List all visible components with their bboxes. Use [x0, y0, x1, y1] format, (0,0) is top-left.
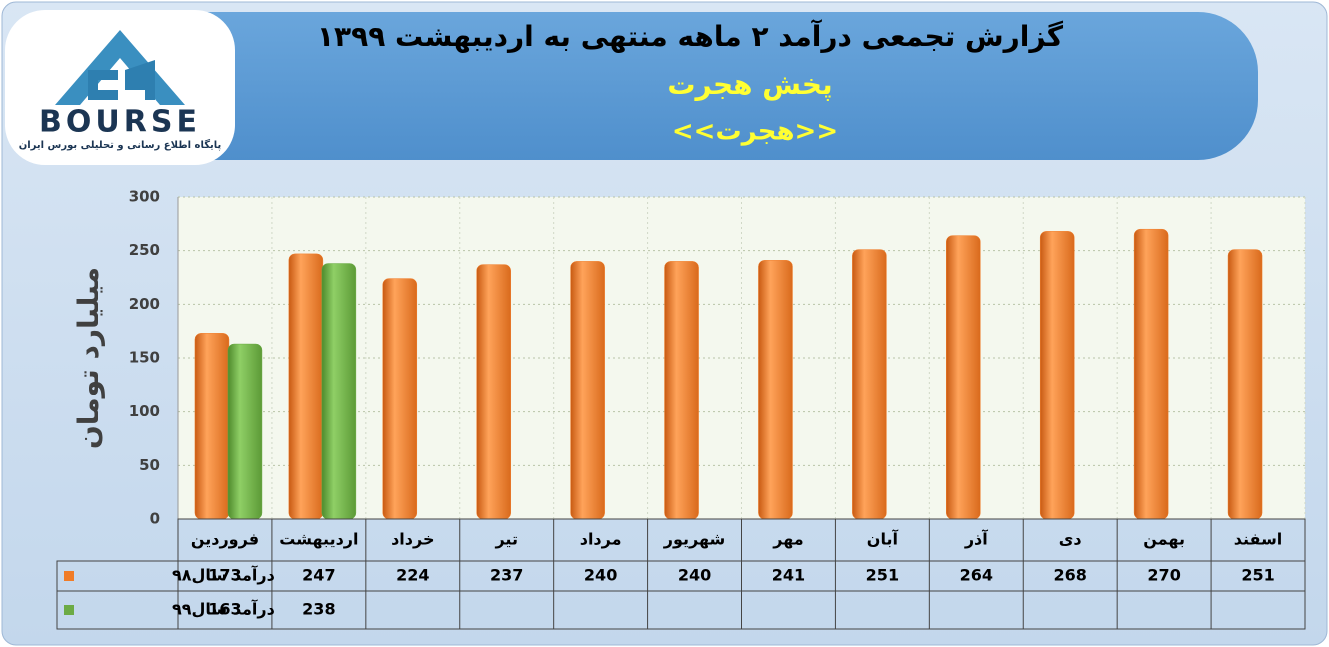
- x-tick-label: شهریور: [663, 530, 726, 549]
- chart-title: گزارش تجمعی درآمد ۲ ماهه منتهی به اردیبه…: [317, 19, 1064, 53]
- legend-key: [64, 605, 74, 615]
- bar: [227, 343, 263, 520]
- y-tick-label: 200: [129, 295, 160, 313]
- header-banner: [130, 12, 1258, 160]
- x-tick-label: بهمن: [1143, 530, 1185, 549]
- table-value: 238: [302, 600, 335, 619]
- bar: [946, 235, 981, 520]
- logo-box: [5, 10, 235, 165]
- logo-name: BOURSE: [39, 105, 201, 140]
- y-tick-label: 50: [139, 456, 160, 474]
- ticker: <<هجرت>>: [672, 117, 838, 147]
- bar: [476, 264, 511, 520]
- y-axis-label: میلیارد تومان: [72, 267, 105, 449]
- bar: [852, 249, 887, 520]
- y-tick-label: 100: [129, 402, 160, 420]
- x-tick-label: اسفند: [1234, 530, 1283, 549]
- bar: [1039, 231, 1075, 520]
- x-tick-label: آبان: [867, 529, 899, 549]
- x-tick-label: دی: [1059, 530, 1082, 549]
- y-tick-label: 300: [129, 188, 160, 206]
- bar: [382, 278, 418, 520]
- bar: [664, 261, 699, 520]
- legend-key: [64, 571, 74, 581]
- logo: BOURSE پایگاه اطلاع رسانی و تحلیلی بورس …: [19, 30, 222, 151]
- y-tick-label: 150: [129, 349, 160, 367]
- x-tick-label: فروردین: [191, 530, 259, 549]
- logo-shape: [88, 60, 155, 100]
- legend-label: درآمد سال۹۹: [172, 599, 275, 619]
- y-tick-label: 250: [129, 241, 160, 259]
- bar: [570, 261, 605, 520]
- table-value: 240: [584, 566, 617, 585]
- x-tick-label: مهر: [772, 530, 803, 549]
- table-value: 173: [208, 566, 241, 585]
- table-value: 268: [1054, 566, 1087, 585]
- table-value: 251: [1241, 566, 1274, 585]
- x-tick-label: آذر: [964, 529, 988, 549]
- x-tick-label: تیر: [494, 530, 518, 549]
- bar: [288, 253, 324, 520]
- table-value: 247: [302, 566, 335, 585]
- x-tick-label: اردیبهشت: [279, 530, 358, 549]
- bar: [1227, 249, 1263, 520]
- y-tick-label: 0: [150, 510, 160, 528]
- x-tick-label: مرداد: [580, 530, 622, 549]
- x-tick-label: خرداد: [391, 530, 434, 549]
- table-value: 163: [208, 600, 241, 619]
- bar: [758, 260, 793, 520]
- table-value: 264: [960, 566, 993, 585]
- table-value: 270: [1147, 566, 1180, 585]
- bar: [321, 263, 357, 520]
- table-value: 240: [678, 566, 711, 585]
- logo-tagline: پایگاه اطلاع رسانی و تحلیلی بورس ایران: [19, 138, 222, 151]
- chart-subtitle: پخش هجرت: [667, 68, 832, 101]
- bar: [1133, 228, 1169, 520]
- table-value: 241: [772, 566, 805, 585]
- table-value: 224: [396, 566, 429, 585]
- table-value: 237: [490, 566, 523, 585]
- table-value: 251: [866, 566, 899, 585]
- bar: [194, 333, 230, 520]
- legend-label: درآمد سال۹۸: [172, 565, 275, 585]
